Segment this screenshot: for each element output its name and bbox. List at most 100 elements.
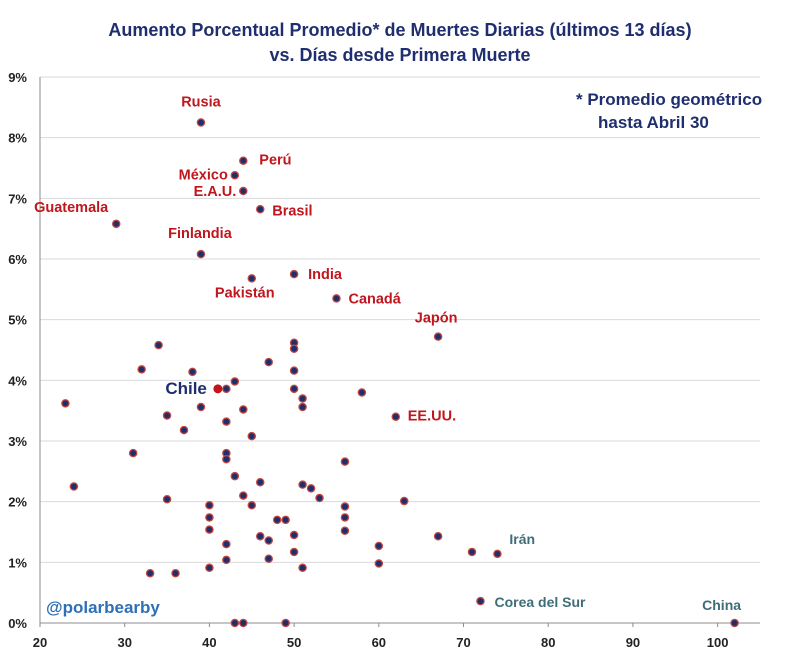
data-point	[205, 501, 214, 510]
data-point	[298, 402, 307, 412]
point-label: Perú	[259, 153, 291, 169]
y-tick-label: 6%	[8, 252, 27, 267]
y-tick-label: 5%	[8, 313, 27, 328]
x-tick-label: 80	[541, 635, 555, 650]
data-point	[493, 549, 502, 559]
data-point	[467, 547, 477, 557]
data-point	[374, 559, 384, 568]
data-point	[433, 332, 443, 341]
data-point	[188, 367, 197, 377]
data-point	[205, 525, 214, 534]
x-tick-label: 70	[456, 635, 470, 650]
data-point	[222, 384, 231, 394]
point-label: Pakistán	[215, 285, 275, 301]
data-point	[239, 618, 248, 628]
data-point	[315, 493, 324, 503]
point-label: Brasil	[272, 203, 312, 219]
point-label: Irán	[509, 531, 535, 547]
data-point	[730, 618, 739, 628]
data-point	[154, 340, 163, 350]
data-point	[340, 526, 350, 536]
x-tick-label: 40	[202, 635, 216, 650]
x-tick-label: 50	[287, 635, 301, 650]
data-point	[222, 539, 231, 549]
data-point	[171, 569, 180, 578]
data-point	[306, 484, 316, 493]
footnote: * Promedio geométrico hasta Abril 30	[576, 88, 762, 134]
y-tick-label: 0%	[8, 616, 27, 631]
data-point	[255, 478, 265, 487]
data-point	[137, 365, 146, 374]
point-label: India	[308, 267, 343, 283]
x-tick-label: 60	[372, 635, 386, 650]
data-point	[357, 388, 367, 397]
data-point	[255, 205, 265, 214]
y-tick-label: 1%	[8, 555, 27, 570]
data-point	[289, 344, 299, 354]
data-point	[433, 531, 443, 541]
data-point	[255, 531, 265, 541]
data-point	[196, 249, 206, 259]
data-point	[230, 618, 240, 628]
data-point	[298, 563, 307, 573]
data-point	[264, 536, 273, 545]
data-point	[264, 554, 273, 563]
data-point	[281, 515, 290, 525]
data-point	[340, 502, 350, 511]
point-label: E.A.U.	[194, 184, 237, 200]
data-point	[340, 513, 350, 522]
data-point	[289, 269, 299, 279]
data-point	[205, 513, 214, 522]
chart-title-line-2: vs. Días desde Primera Muerte	[269, 45, 531, 65]
data-point	[332, 294, 341, 303]
data-point	[340, 457, 350, 466]
data-point	[289, 366, 299, 375]
data-point	[247, 274, 257, 283]
point-label: Canadá	[348, 291, 401, 307]
x-tick-label: 30	[117, 635, 131, 650]
footnote-line-2: hasta Abril 30	[598, 113, 709, 132]
tick-labels: 0% 1% 2% 3% 4% 5% 6% 7% 8% 9% 20 30 40 50 60 70 80 90 100	[8, 70, 728, 650]
data-point	[69, 482, 79, 491]
data-point	[162, 494, 172, 504]
data-points	[61, 118, 739, 628]
x-tick-label: 20	[33, 635, 47, 650]
author-watermark: @polarbearby	[46, 598, 160, 617]
y-tick-label: 4%	[8, 373, 27, 388]
data-point	[205, 563, 214, 573]
data-point-highlight	[213, 384, 223, 394]
chart-title-line-1: Aumento Porcentual Promedio* de Muertes …	[108, 20, 692, 40]
point-label: México	[179, 167, 228, 183]
data-point	[196, 402, 206, 412]
data-point	[239, 186, 248, 196]
point-label: Japón	[415, 311, 458, 327]
data-point	[222, 555, 231, 565]
point-label: Guatemala	[34, 200, 109, 216]
data-point	[374, 541, 384, 551]
y-tick-label: 2%	[8, 495, 27, 510]
point-label: Rusia	[181, 95, 221, 111]
data-point	[247, 501, 257, 510]
data-point	[162, 411, 172, 420]
data-point	[179, 425, 189, 435]
data-point	[239, 156, 248, 165]
data-point	[222, 454, 231, 464]
data-point	[289, 530, 299, 540]
y-tick-label: 7%	[8, 191, 27, 206]
data-point	[230, 377, 240, 386]
data-point	[111, 219, 121, 229]
data-point	[476, 596, 485, 606]
point-label: EE.UU.	[408, 409, 456, 425]
data-point	[281, 618, 290, 628]
x-tick-label: 90	[626, 635, 640, 650]
data-point	[264, 357, 273, 367]
data-point	[61, 399, 70, 408]
y-tick-label: 9%	[8, 70, 27, 85]
gridlines	[40, 76, 760, 563]
data-point	[272, 515, 282, 525]
point-label: Chile	[165, 379, 207, 398]
axes	[39, 77, 760, 627]
